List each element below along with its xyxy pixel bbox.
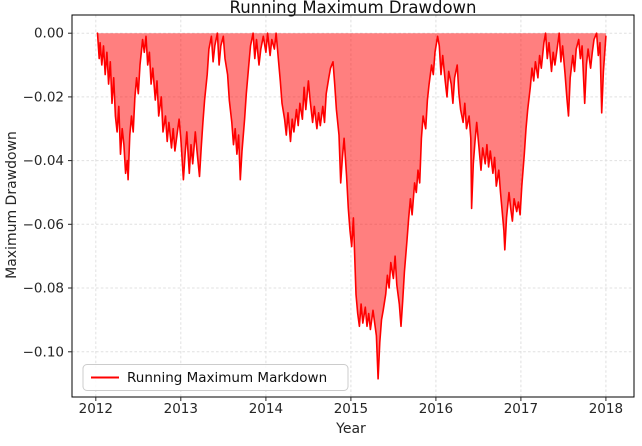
drawdown-area xyxy=(97,33,606,379)
x-tick-label: 2018 xyxy=(589,401,623,417)
y-tick-label: −0.10 xyxy=(23,344,64,360)
x-tick-label: 2013 xyxy=(164,401,198,417)
y-tick-label: −0.08 xyxy=(23,281,64,297)
legend: Running Maximum Markdown xyxy=(82,364,349,391)
x-tick-label: 2017 xyxy=(504,401,538,417)
tick-layer: 2012 2013 2014 2015 2016 2017 2018 0.00 −0.02 −0.… xyxy=(23,26,623,417)
y-tick-label: −0.06 xyxy=(23,217,64,233)
y-tick-label: 0.00 xyxy=(34,26,64,42)
y-tick-label: −0.04 xyxy=(23,153,64,169)
axes-frame xyxy=(71,14,635,398)
x-tick-label: 2015 xyxy=(334,401,368,417)
drawdown-line xyxy=(96,32,607,380)
y-tick-label: −0.02 xyxy=(23,89,64,105)
legend-box xyxy=(82,364,349,391)
y-axis-label: Maximum Drawdown xyxy=(4,131,20,279)
x-tick-label: 2016 xyxy=(419,401,453,417)
legend-label: Running Maximum Markdown xyxy=(127,370,327,386)
x-tick-label: 2012 xyxy=(79,401,113,417)
x-axis-label: Year xyxy=(335,421,366,437)
x-tick-label: 2014 xyxy=(249,401,283,417)
chart-title: Running Maximum Drawdown xyxy=(229,0,476,17)
